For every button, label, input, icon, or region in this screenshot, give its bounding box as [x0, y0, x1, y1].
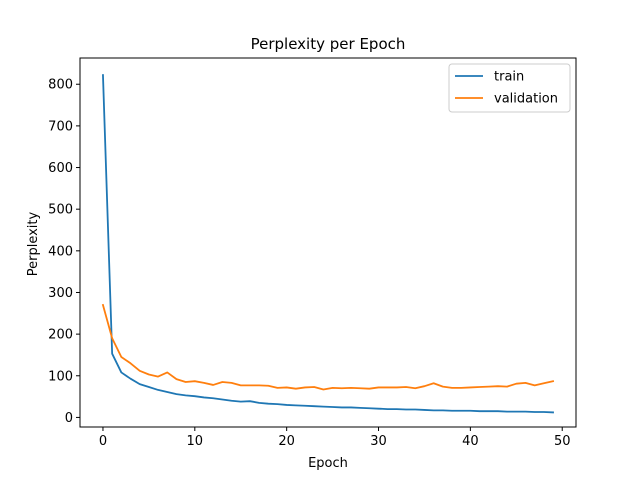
y-tick-label: 100	[48, 369, 73, 384]
y-tick-label: 300	[48, 286, 73, 301]
legend: train validation	[448, 63, 571, 113]
series-line-train	[102, 74, 554, 414]
y-tick-label: 400	[48, 244, 73, 259]
x-tick-label: 40	[462, 434, 479, 449]
x-tick-label: 10	[187, 434, 204, 449]
y-tick-label: 500	[48, 203, 73, 218]
y-tick-label: 700	[48, 119, 73, 134]
y-tick-label: 200	[48, 328, 73, 343]
plot-area: 0 10 20 30 40 500100200300400500600700800trai…	[48, 57, 577, 449]
x-tick-label: 20	[278, 434, 295, 449]
y-tick-label: 600	[48, 161, 73, 176]
y-tick-label: 0	[65, 411, 73, 426]
legend-label-train: train	[494, 70, 524, 85]
x-tick-label: 30	[370, 434, 387, 449]
chart-title: Perplexity per Epoch	[251, 35, 406, 53]
plot-frame	[79, 57, 577, 428]
y-tick-label: 800	[48, 78, 73, 93]
y-axis-label: Perplexity	[26, 211, 41, 276]
x-tick-label: 50	[554, 434, 571, 449]
legend-label-validation: validation	[494, 92, 558, 107]
x-axis-label: Epoch	[308, 456, 348, 471]
x-tick-label: 0	[99, 434, 107, 449]
series-line-validation	[101, 303, 555, 391]
